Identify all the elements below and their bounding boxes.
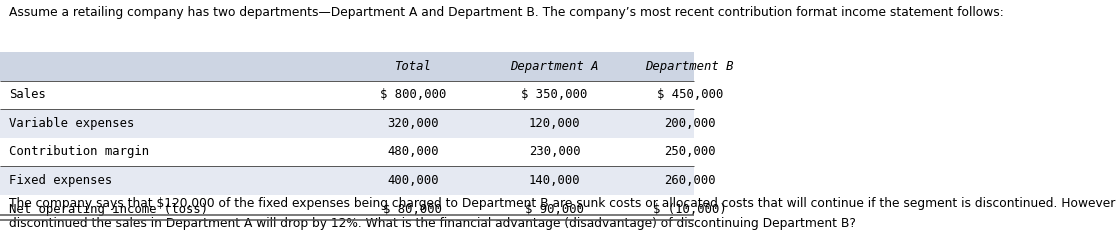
Text: Contribution margin: Contribution margin bbox=[9, 145, 150, 159]
Text: Assume a retailing company has two departments—Department A and Department B. Th: Assume a retailing company has two depar… bbox=[9, 6, 1003, 19]
Text: $ 90,000: $ 90,000 bbox=[526, 203, 584, 216]
Text: $ 800,000: $ 800,000 bbox=[379, 88, 446, 101]
Text: $ 80,000: $ 80,000 bbox=[384, 203, 442, 216]
Text: Total: Total bbox=[394, 60, 432, 73]
Text: 400,000: 400,000 bbox=[387, 174, 439, 187]
Text: Variable expenses: Variable expenses bbox=[9, 117, 134, 130]
Bar bbox=[0, 195, 694, 223]
Text: Department A: Department A bbox=[510, 60, 599, 73]
Text: The company says that $120,000 of the fixed expenses being charged to Department: The company says that $120,000 of the fi… bbox=[9, 197, 1116, 230]
Text: 230,000: 230,000 bbox=[529, 145, 580, 159]
Text: Sales: Sales bbox=[9, 88, 46, 101]
Text: 260,000: 260,000 bbox=[664, 174, 715, 187]
Bar bbox=[0, 138, 694, 166]
Bar bbox=[0, 52, 694, 81]
Text: 200,000: 200,000 bbox=[664, 117, 715, 130]
Text: Net operating income (loss): Net operating income (loss) bbox=[9, 203, 208, 216]
Bar bbox=[0, 81, 694, 109]
Bar bbox=[0, 166, 694, 195]
Text: 120,000: 120,000 bbox=[529, 117, 580, 130]
Text: $ 450,000: $ 450,000 bbox=[656, 88, 723, 101]
Text: 480,000: 480,000 bbox=[387, 145, 439, 159]
Text: $ 350,000: $ 350,000 bbox=[521, 88, 588, 101]
Text: 140,000: 140,000 bbox=[529, 174, 580, 187]
Text: Fixed expenses: Fixed expenses bbox=[9, 174, 113, 187]
Text: Department B: Department B bbox=[645, 60, 734, 73]
Bar bbox=[0, 109, 694, 138]
Text: 320,000: 320,000 bbox=[387, 117, 439, 130]
Text: $ (10,000): $ (10,000) bbox=[653, 203, 727, 216]
Text: 250,000: 250,000 bbox=[664, 145, 715, 159]
